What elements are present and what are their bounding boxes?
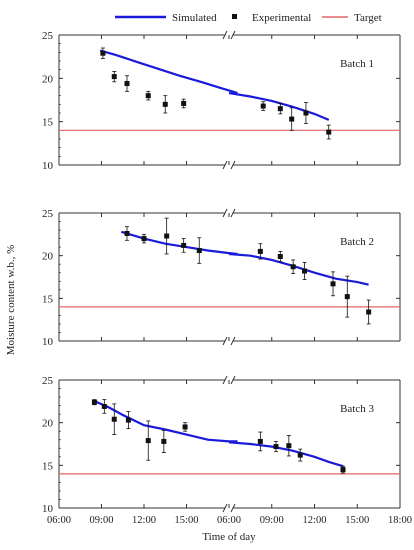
experimental-point	[111, 74, 117, 80]
axis-break-mark	[230, 375, 236, 385]
experimental-point	[164, 233, 170, 239]
experimental-point	[162, 101, 168, 107]
x-tick-label: 12:00	[303, 515, 327, 526]
experimental-point	[124, 81, 130, 87]
axis-break-mark	[230, 208, 236, 218]
simulated-line-day1	[120, 230, 238, 256]
experimental-point	[182, 424, 188, 430]
experimental-point	[330, 281, 336, 287]
experimental-point	[303, 110, 309, 116]
simulated-line-day1	[92, 399, 238, 443]
experimental-point	[289, 116, 295, 122]
experimental-point	[91, 399, 97, 405]
x-tick-label: 06:00	[47, 515, 71, 526]
experimental-point	[297, 452, 303, 458]
y-tick-label: 15	[42, 293, 54, 305]
experimental-point	[161, 438, 167, 444]
legend-experimental-swatch	[232, 14, 237, 19]
simulated-line-day2	[228, 441, 344, 468]
axis-break-mark	[222, 30, 228, 40]
axis-break-mark	[222, 336, 228, 346]
panel-label: Batch 1	[340, 58, 374, 70]
experimental-point	[260, 103, 266, 109]
experimental-point	[196, 248, 202, 254]
x-tick-label: 15:00	[345, 515, 369, 526]
axis-break-mark	[222, 160, 228, 170]
y-tick-label: 15	[42, 460, 54, 472]
axis-break-mark	[222, 208, 228, 218]
experimental-point	[257, 438, 263, 444]
experimental-point	[101, 403, 107, 409]
y-axis-label: Moisture content w.b., %	[5, 245, 17, 356]
experimental-point	[181, 242, 187, 248]
axis-break-mark	[230, 160, 236, 170]
y-tick-label: 20	[42, 251, 54, 263]
x-tick-label: 06:00	[217, 515, 241, 526]
x-tick-label: 15:00	[175, 515, 199, 526]
x-tick-label: 12:00	[132, 515, 156, 526]
panel-2: 10 15 20 25 Batch 2	[42, 208, 401, 348]
experimental-point	[257, 248, 263, 254]
legend-simulated-label: Simulated	[172, 12, 217, 24]
simulated-line-day1	[99, 49, 238, 95]
simulated-line-day2	[228, 92, 330, 121]
experimental-point	[302, 268, 308, 274]
experimental-point	[125, 417, 131, 423]
y-tick-label: 20	[42, 418, 54, 430]
experimental-point	[124, 230, 130, 236]
experimental-point	[181, 100, 187, 106]
x-tick-label: 09:00	[260, 515, 284, 526]
y-tick-label: 25	[42, 375, 54, 387]
experimental-point	[277, 106, 283, 112]
experimental-point	[340, 467, 346, 473]
y-tick-label: 20	[42, 73, 54, 85]
experimental-point	[145, 438, 151, 444]
experimental-point	[344, 294, 350, 300]
experimental-point	[141, 236, 147, 242]
experimental-point	[290, 264, 296, 270]
experimental-point	[366, 309, 372, 315]
legend-experimental-label: Experimental	[252, 12, 311, 24]
axis-break-mark	[230, 336, 236, 346]
axis-break-mark	[230, 30, 236, 40]
y-tick-label: 10	[42, 503, 54, 515]
panels: 10 15 20 25 Batch 1 10 15 20 25 Batch 2 10 15 20 25 Ba…	[42, 30, 412, 526]
experimental-point	[286, 443, 292, 449]
x-tick-label: 18:00	[388, 515, 412, 526]
axis-break-mark	[222, 503, 228, 513]
panel-1: 10 15 20 25 Batch 1	[42, 30, 401, 172]
axis-break-mark	[230, 503, 236, 513]
x-axis-label: Time of day	[202, 531, 256, 543]
panel-3: 10 15 20 25 Batch 3	[42, 375, 401, 515]
x-tick-label: 09:00	[90, 515, 114, 526]
y-tick-label: 25	[42, 30, 54, 42]
experimental-point	[277, 254, 283, 260]
panel-label: Batch 3	[340, 403, 374, 415]
legend-target-label: Target	[354, 12, 382, 24]
axis-break-mark	[222, 375, 228, 385]
y-tick-label: 15	[42, 117, 54, 129]
y-tick-label: 10	[42, 160, 54, 172]
panel-label: Batch 2	[340, 236, 374, 248]
y-tick-label: 25	[42, 208, 54, 220]
y-tick-label: 10	[42, 336, 54, 348]
experimental-point	[100, 50, 106, 56]
experimental-point	[145, 93, 151, 99]
experimental-point	[273, 444, 279, 450]
experimental-point	[111, 416, 117, 422]
experimental-point	[326, 129, 332, 135]
legend: Simulated Experimental Target	[115, 12, 382, 24]
